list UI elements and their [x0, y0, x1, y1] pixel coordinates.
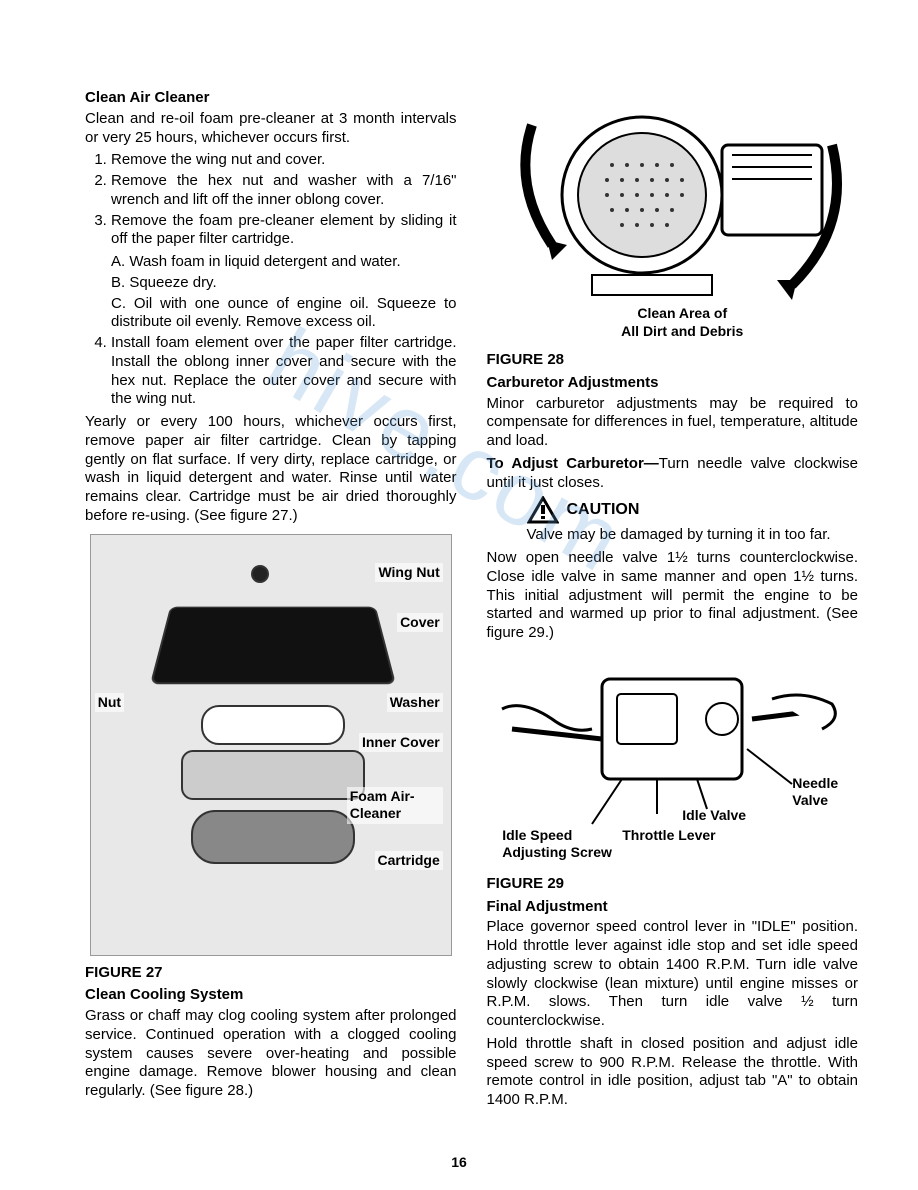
cooling-text: Grass or chaff may clog cooling system a… [85, 1007, 457, 1101]
caution-label: CAUTION [567, 500, 640, 520]
fig28-label1: Clean Area of [637, 305, 727, 321]
label-wingnut: Wing Nut [375, 563, 442, 583]
label-foam: Foam Air-Cleaner [347, 787, 443, 824]
left-column: Clean Air Cleaner Clean and re-oil foam … [85, 85, 457, 1114]
label-nut: Nut [95, 693, 124, 713]
step-4: Install foam element over the paper filt… [111, 334, 457, 409]
label-inner: Inner Cover [359, 733, 443, 753]
right-column: Clean Area of All Dirt and Debris FIGURE… [487, 85, 859, 1114]
figure-27-caption: FIGURE 27 [85, 964, 457, 983]
steps-list: Remove the wing nut and cover. Remove th… [85, 151, 457, 249]
step-2: Remove the hex nut and washer with a 7/1… [111, 172, 457, 210]
heading-final: Final Adjustment [487, 898, 859, 917]
intro-text: Clean and re-oil foam pre-cleaner at 3 m… [85, 110, 457, 148]
sub-b: B. Squeeze dry. [111, 274, 457, 293]
figure-29-caption: FIGURE 29 [487, 875, 859, 894]
step-1: Remove the wing nut and cover. [111, 151, 457, 170]
label-cover: Cover [397, 613, 443, 633]
label-idlevalve: Idle Valve [682, 807, 746, 825]
label-idlespeed: Idle Speed Adjusting Screw [502, 827, 632, 862]
figure-27: Wing Nut Cover Nut Washer Inner Cover Fo… [90, 534, 452, 956]
heading-cooling: Clean Cooling System [85, 986, 457, 1005]
steps-list-4: Install foam element over the paper filt… [85, 334, 457, 409]
sub-c: C. Oil with one ounce of engine oil. Squ… [111, 295, 457, 333]
sub-a: A. Wash foam in liquid detergent and wat… [111, 253, 457, 272]
fig28-label2: All Dirt and Debris [621, 323, 743, 339]
figure-29: Needle Valve Idle Valve Throttle Lever I… [492, 649, 852, 869]
figure-28: Clean Area of All Dirt and Debris [492, 85, 852, 345]
heading-carb: Carburetor Adjustments [487, 374, 859, 393]
to-adjust: To Adjust Carburetor—Turn needle valve c… [487, 455, 859, 493]
label-throttle: Throttle Lever [622, 827, 715, 845]
page-content: Clean Air Cleaner Clean and re-oil foam … [0, 0, 918, 1154]
step-3: Remove the foam pre-cleaner element by s… [111, 212, 457, 250]
yearly-text: Yearly or every 100 hours, whichever occ… [85, 413, 457, 526]
caution-block: CAUTION [527, 496, 859, 524]
caution-body: Valve may be damaged by turning it in to… [527, 526, 859, 545]
substeps: A. Wash foam in liquid detergent and wat… [85, 253, 457, 332]
label-needle: Needle Valve [792, 775, 852, 810]
figure-28-caption: FIGURE 28 [487, 351, 859, 370]
heading-clean-air: Clean Air Cleaner [85, 89, 457, 108]
label-cartridge: Cartridge [375, 851, 443, 871]
to-adjust-label: To Adjust Carburetor— [487, 455, 659, 472]
final-2: Hold throttle shaft in closed position a… [487, 1035, 859, 1110]
carb-intro: Minor carburetor adjustments may be requ… [487, 395, 859, 451]
caution-icon [527, 496, 559, 524]
open-valve-text: Now open needle valve 1½ turns countercl… [487, 549, 859, 643]
page-number: 16 [0, 1154, 918, 1190]
final-1: Place governor speed control lever in "I… [487, 918, 859, 1031]
label-washer: Washer [387, 693, 443, 713]
